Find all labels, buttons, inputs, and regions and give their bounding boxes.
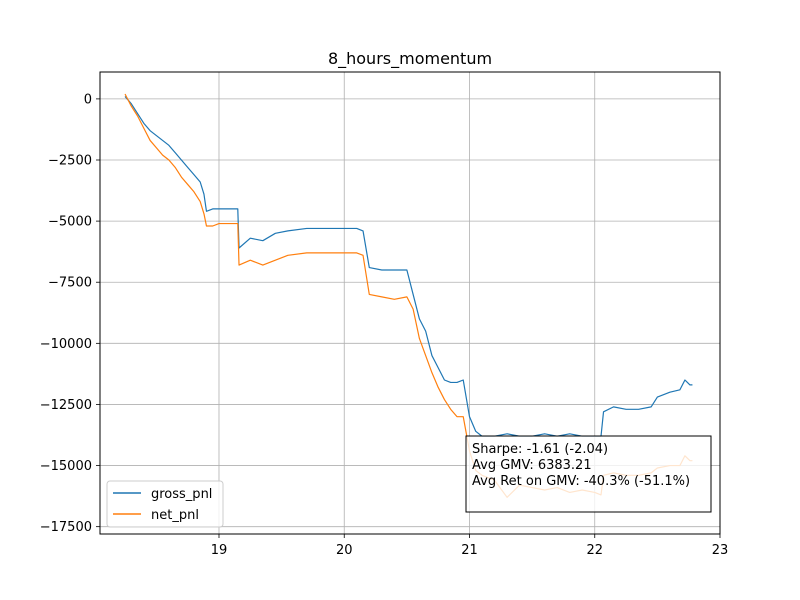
chart-title: 8_hours_momentum <box>328 49 492 69</box>
y-tick-label: −2500 <box>48 154 92 169</box>
y-tick-label: −12500 <box>40 398 92 413</box>
y-tick-label: −17500 <box>40 520 92 535</box>
y-tick-label: −5000 <box>48 215 92 230</box>
series-line-gross-pnl <box>124 96 693 437</box>
stats-avg-ret: Avg Ret on GMV: -40.3% (-51.1%) <box>472 474 690 489</box>
y-tick-label: −10000 <box>40 337 92 352</box>
x-tick-label: 22 <box>586 543 603 558</box>
stats-box: Sharpe: -1.61 (-2.04) Avg GMV: 6383.21 A… <box>465 435 712 513</box>
plot-frame <box>99 71 721 535</box>
stats-avg-gmv: Avg GMV: 6383.21 <box>472 458 592 473</box>
stats-sharpe: Sharpe: -1.61 (-2.04) <box>472 442 608 457</box>
y-axis: 0 −2500 −5000 −7500 −10000 −12500 −15000 −17500 <box>40 92 100 535</box>
legend: gross_pnl net_pnl <box>106 480 224 528</box>
x-tick-label: 20 <box>336 543 353 558</box>
legend-label-net: net_pnl <box>151 508 199 523</box>
legend-label-gross: gross_pnl <box>151 487 212 502</box>
grid-lines <box>100 72 721 534</box>
x-tick-label: 21 <box>461 543 478 558</box>
x-axis: 19 20 21 22 23 <box>211 534 729 558</box>
y-tick-label: 0 <box>84 92 92 107</box>
x-tick-label: 19 <box>211 543 228 558</box>
x-tick-label: 23 <box>712 543 729 558</box>
stats-box-frame <box>465 435 712 513</box>
y-tick-label: −15000 <box>40 459 92 474</box>
y-tick-label: −7500 <box>48 276 92 291</box>
